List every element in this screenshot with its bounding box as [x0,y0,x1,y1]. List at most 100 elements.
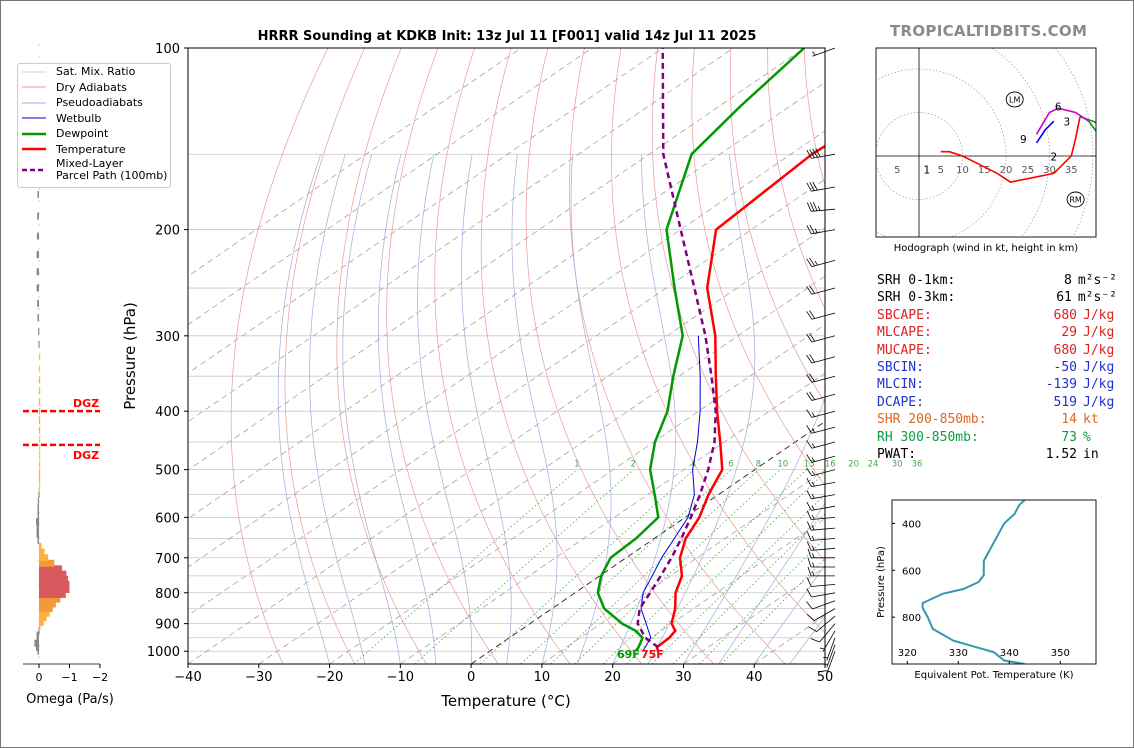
wind-barb [806,501,836,511]
barb-half [811,443,816,448]
omega-bar [39,618,44,626]
barb-staff [811,494,836,500]
wind-barb [806,285,836,295]
hodograph-height-label: 3 [1064,117,1071,129]
y-tick-label: 100 [155,42,180,57]
y-tick-label: 800 [155,587,180,602]
stat-value: 519 [1053,394,1077,410]
barb-half [811,481,815,487]
y-tick-label: 900 [155,618,180,633]
wind-barb [810,623,836,643]
skewt-background [188,48,825,664]
sounding-stats: SRH 0-1km: 8 m²s⁻² SRH 0-3km: 61 m²s⁻² SBCAPE:… [877,272,1117,463]
wind-barb [807,548,835,559]
barb-flag [806,202,812,212]
barb-half [814,260,818,266]
stat-row: RH 300-850mb: 73% [877,429,1117,446]
barb-staff [811,208,836,212]
omega-bar [39,623,41,630]
stat-value: 14 [1061,412,1077,428]
barb-staff [811,229,836,235]
wind-barb [806,454,836,463]
wind-barb [812,47,836,57]
legend-item: Dewpoint [18,126,170,142]
wind-barb [806,490,836,500]
barb-flag [809,149,815,159]
mixing-ratio-line [414,469,634,664]
stat-unit: J/kg [1083,377,1115,393]
omega-bar [39,460,41,468]
stat-row: MUCAPE: 680 J/kg [877,342,1117,359]
pseudoadiabat [511,154,558,664]
barb-staff [811,455,836,463]
omega-bar [39,476,41,484]
omega-bar [36,635,39,643]
stat-label: MUCAPE: [877,342,932,358]
wind-barb [806,588,836,598]
y-tick-label: 200 [155,224,180,239]
barb-flag [806,577,812,587]
dry-adiabat [569,48,786,664]
stat-label: SBCIN: [877,360,924,376]
isotherm [188,48,734,423]
barb-flag [809,310,816,319]
hodograph-frame [875,47,1097,238]
barb-flag [806,333,813,343]
stat-value: 61 [1056,290,1072,306]
barb-flag [807,548,812,558]
stat-row: SBCIN: -50 J/kg [877,359,1117,376]
mixing-ratio-label: 16 [825,460,836,470]
barb-half [811,514,815,520]
wind-barb [819,630,836,652]
barb-staff [811,312,836,320]
hodograph-ring-label: 5 [894,165,900,176]
legend-label: Temperature [56,142,126,156]
legend: Sat. Mix. Ratio Dry Adiabats Pseudoadiab… [17,63,171,188]
wind-barb [806,409,836,418]
legend-item: Sat. Mix. Ratio [18,64,170,80]
stat-row: SRH 0-1km: 8 m²s⁻² [877,272,1117,289]
theta-e-x-tick-label: 350 [1051,648,1070,659]
isotherm [188,227,825,664]
barb-flag [809,333,816,342]
wind-barb [806,577,836,587]
hodograph-ring-label: 20 [1000,165,1013,176]
hodograph-grid: 5 5 10 15 20 25 30 35 LM RM 1 2 36 9 [876,48,1096,237]
isotherm [188,48,805,471]
barb-flag [806,521,812,531]
dry-adiabat [386,48,499,664]
hodograph-trace [940,150,1054,183]
barb-flag [806,614,815,621]
theta-e-line [921,500,1026,664]
pseudoadiabat [570,154,612,664]
stat-row: SRH 0-3km: 61 m²s⁻² [877,289,1117,306]
legend-label: Dewpoint [56,127,109,141]
barb-staff [811,505,836,511]
mixing-ratio-label: 13 [804,460,815,470]
pseudoadiabat [612,154,677,664]
storm-motion-label: LM [1009,95,1020,104]
wind-barb [823,651,836,674]
barb-half [812,51,816,56]
isotherm [258,275,825,664]
barb-half [811,535,815,541]
series-temperature [655,144,825,652]
wind-barb [806,478,836,487]
omega-bar [39,426,41,434]
mixing-ratio-label: 10 [777,460,788,470]
hodograph-trace [1035,120,1055,144]
storm-motion-marker [1005,91,1024,108]
legend-label: Sat. Mix. Ratio [56,65,136,79]
barb-staff [811,482,836,487]
barb-staff [816,615,836,632]
omega-bar [39,397,41,405]
omega-bar [39,590,66,598]
omega-bar [36,530,39,538]
wind-barb [806,148,836,159]
mixing-ratio-label: 1 [574,460,579,470]
pseudoadiabat [378,154,437,664]
stat-unit: kt [1083,412,1099,428]
stat-unit: % [1083,429,1091,445]
pseudoadiabat [309,154,366,664]
stat-label: SBCAPE: [877,307,932,323]
